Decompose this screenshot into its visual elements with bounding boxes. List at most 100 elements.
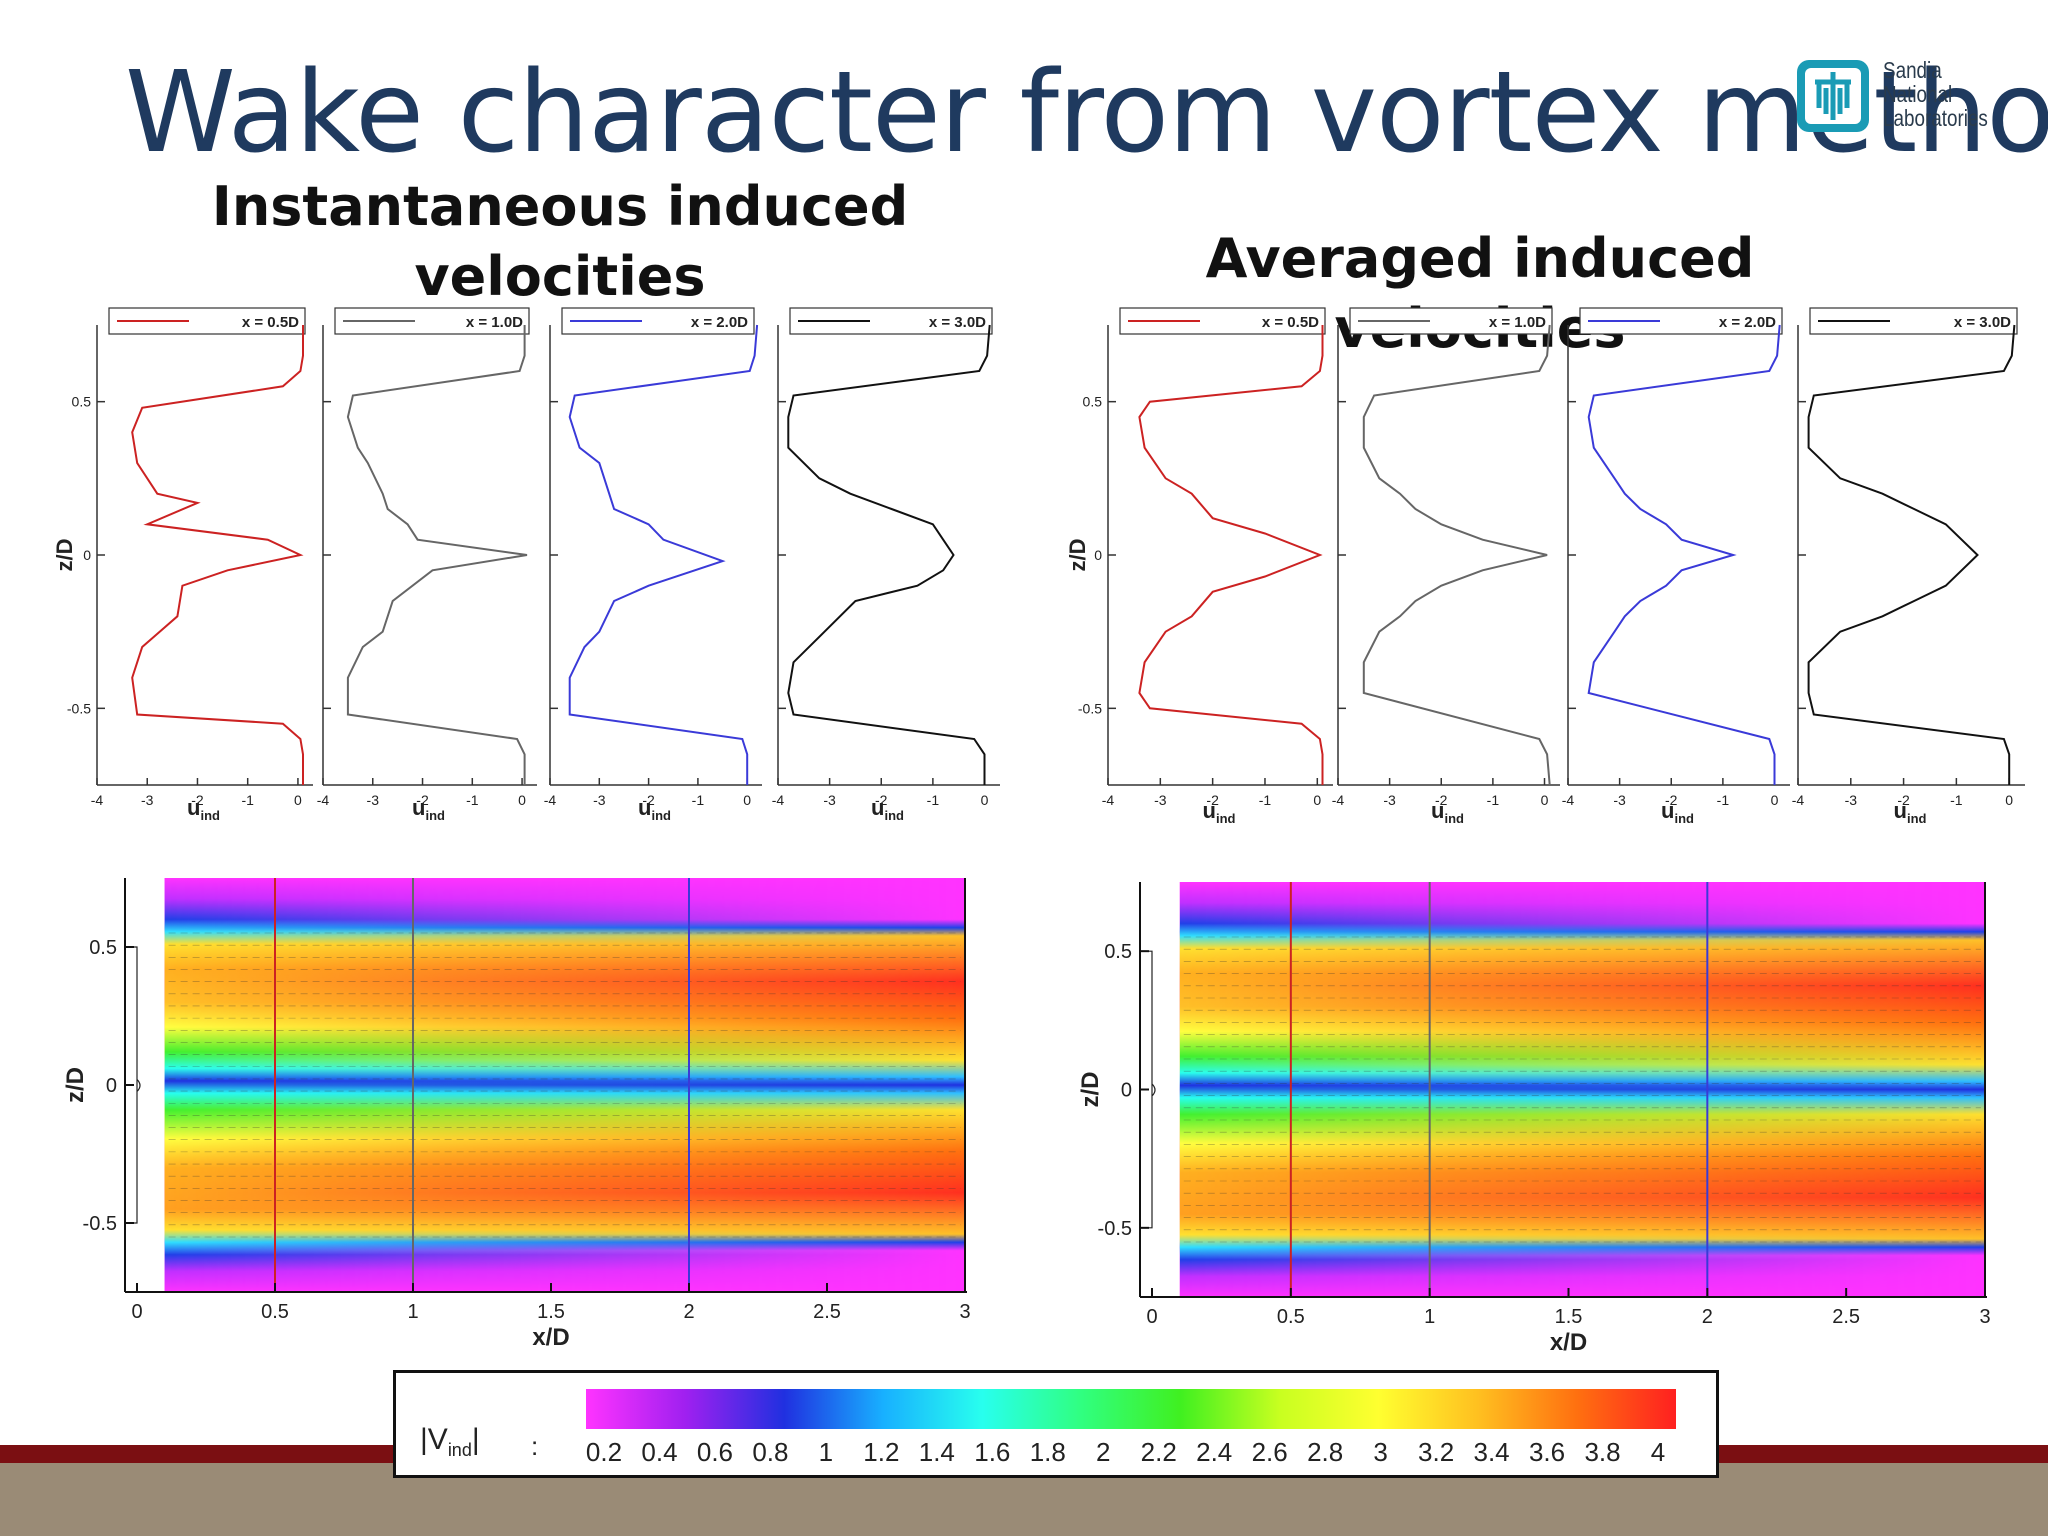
- profile-xtick-label: -3: [1154, 792, 1167, 808]
- contour-xtick-label: 2.5: [813, 1301, 841, 1323]
- profile-series-line: [568, 324, 759, 785]
- contour-field-near: [164, 878, 966, 1292]
- contour-xtick-label: 2: [1702, 1306, 1713, 1328]
- profile-xtick-label: -3: [1845, 792, 1858, 808]
- contour-xlabel: x/D: [1550, 1329, 1587, 1356]
- profile-xtick-label: -1: [1487, 792, 1500, 808]
- legend-entry: x = 0.5D: [242, 314, 299, 331]
- profile-xlabel: uind: [1661, 798, 1694, 826]
- contour-ytick-label: 0.5: [89, 937, 117, 959]
- profile-xlabel-sub: ind: [1674, 811, 1694, 826]
- profile-ylabel: z/D: [1065, 539, 1090, 572]
- colorbar-tick-label: 1: [818, 1437, 834, 1467]
- profile-xtick-label: -3: [1383, 792, 1396, 808]
- left-subtitle: Instantaneous induced velocities: [211, 175, 909, 308]
- logo-text: Sandia National Laboratories: [1883, 58, 1988, 130]
- profile-xtick-label: -4: [544, 792, 557, 808]
- colorbar-tick-label: 3.6: [1528, 1437, 1566, 1467]
- colorbar-tick-label: 3.4: [1473, 1437, 1510, 1467]
- profile-series-line: [131, 325, 304, 785]
- colorbar-tick-label: 2.8: [1307, 1437, 1344, 1467]
- profile-ytick-label: -0.5: [1078, 700, 1102, 716]
- profile-xtick-label: -1: [241, 792, 254, 808]
- profile-xtick-label: 0: [294, 792, 302, 808]
- profile-xlabel-sub: ind: [651, 808, 671, 823]
- contour-group: 0.5 0 -0.5 0 0.5 1 1.5 2 2.5 3 x/D z/D: [1077, 882, 1991, 1356]
- profile-xlabel: uind: [871, 795, 904, 823]
- colorbar-label-sub: ind: [447, 1440, 472, 1460]
- profile-ytick-label: 0.5: [72, 394, 92, 410]
- contour-xtick-label: 0.5: [1277, 1306, 1305, 1328]
- profile-xtick-label: -2: [1665, 792, 1678, 808]
- profile-xlabel-sub: ind: [425, 808, 445, 823]
- profile-xtick-label: -2: [191, 792, 204, 808]
- profile-xlabel-sub: ind: [1907, 811, 1927, 826]
- colorbar-tick-label: 4: [1650, 1437, 1666, 1467]
- profile-ylabel: z/D: [52, 539, 77, 572]
- profile-xtick-label: -1: [466, 792, 479, 808]
- profile-xtick-label: 0: [1771, 792, 1779, 808]
- contour-field-near: [1179, 882, 1985, 1297]
- profile-xtick-label: -4: [1792, 792, 1805, 808]
- profile-ytick-label: -0.5: [67, 700, 91, 716]
- contour-xtick-label: 0: [131, 1301, 142, 1323]
- contour-xtick-label: 1: [1424, 1306, 1435, 1328]
- colorbar-tick-label: 3: [1373, 1437, 1388, 1467]
- profile-xtick-label: -1: [1717, 792, 1730, 808]
- contour-ylabel: z/D: [62, 1067, 89, 1103]
- legend-entry: x = 3.0D: [1954, 314, 2011, 331]
- profile-xtick-label: 0: [743, 792, 751, 808]
- colorbar-tick-label: 0.4: [641, 1437, 678, 1467]
- profile-xtick-label: -4: [772, 792, 785, 808]
- colorbar-tick-label: 2.2: [1140, 1437, 1177, 1467]
- colorbar-tick-label: 2.6: [1251, 1437, 1288, 1467]
- logo-line: National: [1883, 81, 1953, 107]
- profile-xtick-label: -3: [593, 792, 606, 808]
- legend-entry: x = 3.0D: [929, 314, 986, 331]
- profile-xtick-label: -1: [1950, 792, 1963, 808]
- profile-xtick-label: -1: [1259, 792, 1272, 808]
- profile-series-line: [1138, 325, 1324, 785]
- profile-series-line: [346, 325, 528, 785]
- contour-xtick-label: 0: [1146, 1306, 1157, 1328]
- profile-xtick-label: -2: [1206, 792, 1219, 808]
- colorbar-tick-label: 1.8: [1029, 1437, 1066, 1467]
- profile-xtick-label: -4: [1562, 792, 1575, 808]
- contour-xtick-label: 1: [407, 1301, 418, 1323]
- colorbar-tick-label: 1.2: [863, 1437, 900, 1467]
- profile-xlabel: uind: [1431, 798, 1464, 826]
- colorbar-tick-label: 1.4: [918, 1437, 955, 1467]
- legend-entry: x = 1.0D: [1489, 314, 1546, 331]
- profile-xlabel-sub: ind: [1216, 811, 1236, 826]
- colorbar-tick-label: 0.6: [696, 1437, 734, 1467]
- contour-group: 0.5 0 -0.5 0 0.5 1 1.5 2 2.5 3 x/D z/D: [62, 878, 971, 1351]
- thunderbird-icon: [1797, 60, 1869, 132]
- profile-xtick-label: -4: [91, 792, 104, 808]
- contour-ytick-label: -0.5: [83, 1213, 117, 1235]
- profile-xtick-label: -2: [1435, 792, 1448, 808]
- profile-xtick-label: -3: [141, 792, 154, 808]
- contour-ytick-label: -0.5: [1098, 1218, 1132, 1240]
- profile-xtick-label: 0: [981, 792, 989, 808]
- profile-series-line: [1807, 324, 2016, 785]
- contour-ylabel: z/D: [1077, 1072, 1104, 1108]
- contour-xtick-label: 0.5: [261, 1301, 289, 1323]
- profile-xtick-label: -1: [927, 792, 940, 808]
- colorbar-tick-label: 3.2: [1418, 1437, 1455, 1467]
- slide-title: Wake character from vortex method: [125, 48, 2048, 178]
- colorbar-gradient: [586, 1389, 1676, 1429]
- contour-xtick-label: 1.5: [1555, 1306, 1583, 1328]
- profile-xtick-label: -1: [692, 792, 705, 808]
- profile-ytick-label: 0: [1094, 547, 1102, 563]
- contour-ytick-label: 0: [106, 1075, 117, 1097]
- colorbar-tick-label: 1.6: [974, 1437, 1011, 1467]
- legend-entry: x = 0.5D: [1262, 314, 1319, 331]
- profile-xtick-label: -2: [416, 792, 429, 808]
- profile-xlabel: uind: [1894, 798, 1927, 826]
- profile-xtick-label: -2: [642, 792, 655, 808]
- profile-xtick-label: -4: [1332, 792, 1345, 808]
- colorbar-tick-label: 2: [1096, 1437, 1111, 1467]
- profile-xtick-label: -4: [317, 792, 330, 808]
- colorbar-tick-label: 0.2: [585, 1437, 623, 1467]
- profile-xtick-label: -4: [1102, 792, 1115, 808]
